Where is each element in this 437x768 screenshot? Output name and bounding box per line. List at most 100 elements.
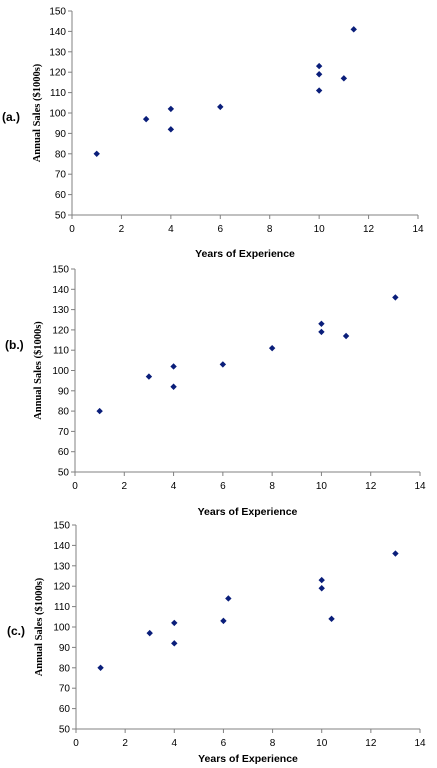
y-tick-label: 110	[54, 602, 70, 613]
x-tick-label: 14	[414, 738, 426, 749]
y-tick-label: 140	[52, 285, 69, 296]
y-tick-label: 130	[52, 305, 69, 316]
y-tick-label: 100	[53, 623, 70, 634]
y-tick-label: 100	[49, 109, 66, 120]
data-point	[315, 71, 323, 78]
x-tick-label: 12	[365, 738, 377, 749]
y-tick-label: 60	[59, 704, 71, 715]
y-tick-label: 60	[55, 190, 67, 201]
x-tick-label: 2	[119, 224, 125, 235]
y-axis-title: Annual Sales ($1000s)	[33, 321, 44, 420]
data-point	[318, 576, 325, 584]
x-tick-label: 6	[221, 738, 227, 749]
y-tick-label: 80	[58, 407, 70, 418]
data-point	[268, 344, 276, 352]
x-tick-label: 2	[122, 481, 128, 492]
y-tick-label: 60	[58, 447, 70, 458]
x-tick-label: 0	[69, 224, 75, 235]
x-tick-label: 8	[270, 738, 276, 749]
data-point	[315, 62, 323, 70]
x-tick-label: 4	[168, 224, 174, 235]
x-tick-label: 10	[314, 224, 326, 235]
y-tick-label: 90	[59, 643, 71, 654]
x-tick-label: 8	[267, 224, 273, 235]
y-tick-label: 50	[59, 725, 71, 736]
data-point	[142, 115, 150, 123]
x-tick-label: 0	[73, 738, 79, 749]
y-tick-label: 70	[55, 170, 67, 181]
y-tick-label: 80	[55, 149, 67, 160]
data-point	[170, 383, 177, 390]
panel-label: (b.)	[5, 338, 24, 352]
data-point	[145, 373, 153, 380]
x-tick-label: 12	[365, 481, 377, 492]
x-axis-title: Years of Experience	[195, 248, 295, 260]
y-tick-label: 120	[52, 325, 69, 336]
data-point	[146, 629, 153, 637]
data-point	[96, 407, 103, 415]
scatter-panel: 50 60 70 80 90 100 110 120 130 140 150 0 2 4 6 8 10 12 14 Y…	[7, 521, 426, 766]
x-axis-title: Years of Experience	[198, 506, 298, 518]
x-tick-label: 0	[72, 481, 78, 492]
x-tick-label: 10	[316, 738, 328, 749]
x-tick-label: 4	[172, 738, 178, 749]
panel-label: (a.)	[2, 110, 20, 124]
y-tick-label: 130	[53, 561, 70, 572]
data-point	[225, 595, 232, 602]
x-tick-label: 8	[269, 481, 275, 492]
scatter-panel: 50 60 70 80 90 100 110 120 130 140 150 0 2 4 6 8 10 12 14 Y…	[2, 7, 424, 261]
data-point	[93, 150, 100, 157]
data-point	[219, 361, 227, 368]
data-point	[342, 332, 350, 340]
data-point	[350, 26, 357, 33]
y-axis-title: Annual Sales ($1000s)	[34, 577, 45, 676]
y-tick-label: 150	[53, 521, 70, 532]
x-tick-label: 12	[363, 224, 375, 235]
y-tick-label: 120	[49, 68, 66, 79]
y-tick-label: 50	[55, 211, 67, 222]
data-point	[170, 363, 177, 370]
y-tick-label: 110	[50, 88, 66, 99]
data-point	[392, 294, 399, 301]
y-tick-label: 70	[58, 427, 70, 438]
y-tick-label: 140	[49, 27, 66, 38]
data-point	[167, 126, 175, 133]
y-tick-label: 90	[58, 386, 70, 397]
data-point	[328, 615, 335, 623]
panel-label: (c.)	[7, 624, 25, 638]
data-point	[318, 328, 325, 336]
x-tick-label: 14	[414, 481, 426, 492]
x-tick-label: 2	[122, 738, 128, 749]
data-point	[171, 640, 178, 647]
data-point	[167, 105, 175, 113]
x-tick-label: 10	[316, 481, 328, 492]
data-point	[318, 585, 325, 592]
y-axis-title: Annual Sales ($1000s)	[32, 63, 43, 162]
y-tick-label: 90	[55, 129, 67, 140]
data-point	[315, 87, 323, 94]
y-tick-label: 50	[58, 468, 70, 479]
data-point	[318, 320, 325, 328]
scatter-panel: 50 60 70 80 90 100 110 120 130 140 150 0 2 4 6 8 10 12 14 Y…	[5, 265, 426, 519]
y-tick-label: 70	[59, 684, 71, 695]
data-point	[220, 617, 227, 625]
y-tick-label: 110	[53, 346, 69, 357]
x-tick-label: 6	[220, 481, 226, 492]
y-tick-label: 100	[52, 366, 69, 377]
data-point	[97, 664, 104, 671]
x-tick-label: 6	[218, 224, 224, 235]
y-tick-label: 130	[49, 47, 66, 58]
y-tick-label: 150	[49, 7, 66, 18]
y-tick-label: 150	[52, 265, 69, 276]
y-tick-label: 120	[53, 582, 70, 593]
x-tick-label: 4	[171, 481, 177, 492]
y-tick-label: 140	[53, 541, 70, 552]
data-point	[171, 619, 178, 627]
data-point	[392, 550, 399, 557]
x-tick-label: 14	[412, 224, 424, 235]
y-tick-label: 80	[59, 663, 71, 674]
x-axis-title: Years of Experience	[198, 753, 298, 765]
data-point	[217, 103, 224, 111]
data-point	[340, 75, 348, 82]
